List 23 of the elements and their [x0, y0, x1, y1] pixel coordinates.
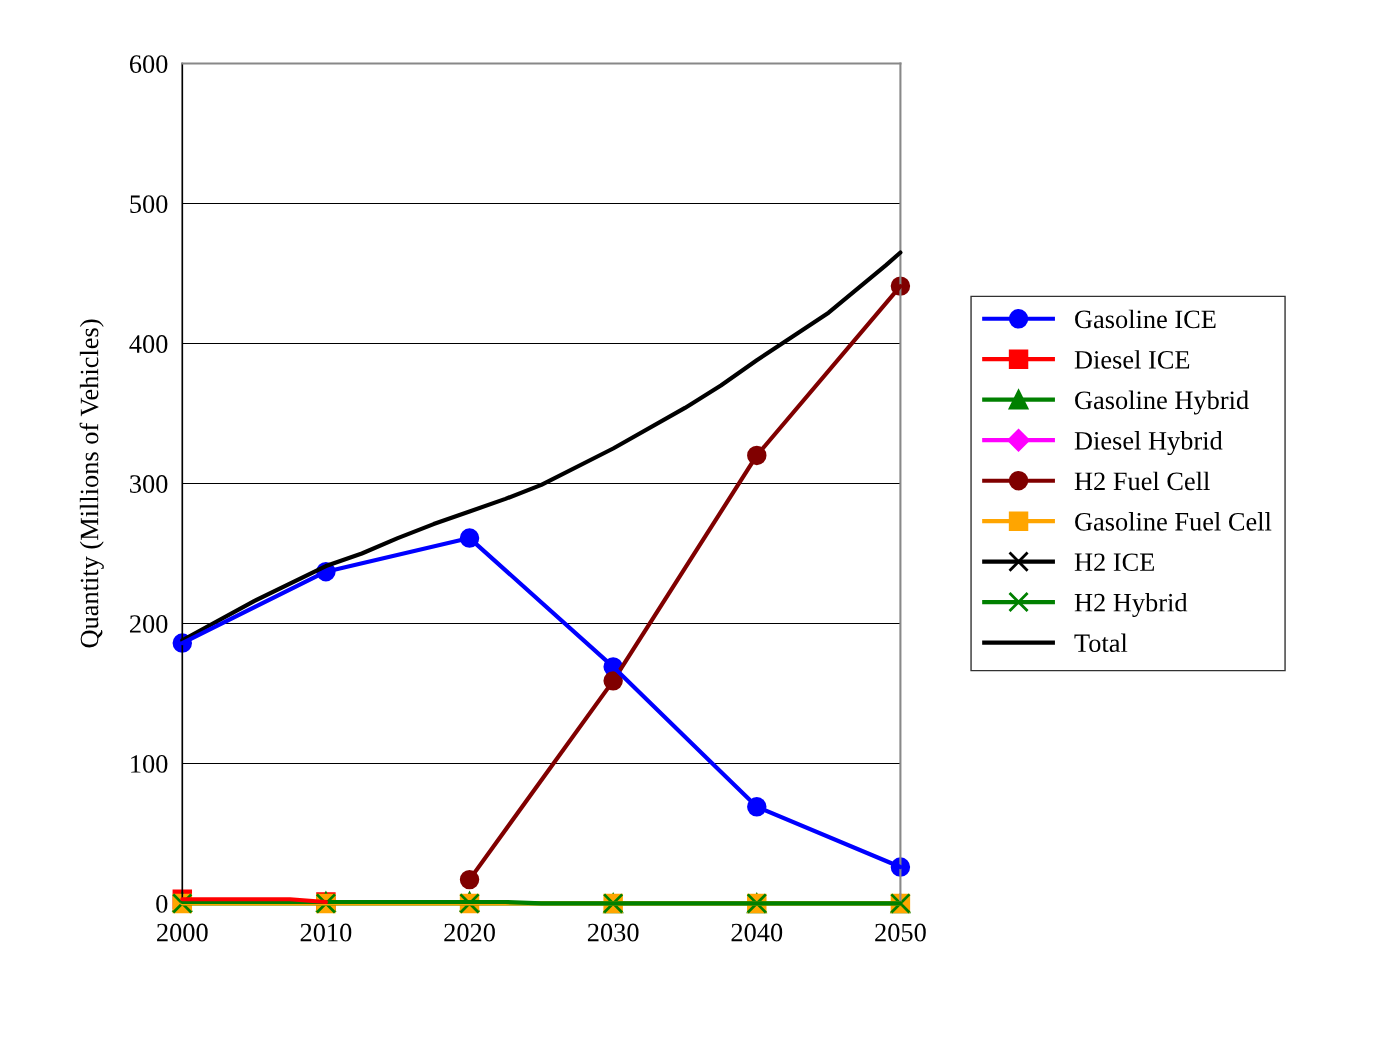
- x-tick-label: 2020: [444, 923, 495, 942]
- legend-label: H2 Fuel Cell: [1074, 471, 1210, 491]
- y-tick-label: 600: [129, 55, 168, 73]
- legend-label: Gasoline Hybrid: [1075, 390, 1249, 415]
- y-tick-label: 500: [130, 195, 168, 213]
- y-tick-label: 100: [131, 755, 168, 773]
- y-tick-label: 200: [129, 615, 168, 633]
- x-tick-label: 2050: [875, 923, 926, 942]
- legend-label: Total: [1074, 633, 1128, 653]
- x-tick-label: 2000: [157, 923, 208, 942]
- x-tick-label: 2040: [731, 923, 783, 942]
- legend-label: Diesel ICE: [1074, 350, 1190, 369]
- legend-label: Gasoline Fuel Cell: [1075, 512, 1272, 531]
- y-tick-label: 300: [130, 475, 168, 493]
- y-tick-label: 400: [129, 335, 168, 353]
- y-tick-label: 0: [156, 895, 168, 913]
- x-tick-label: 2010: [300, 923, 352, 942]
- legend-label: H2 Hybrid: [1074, 593, 1188, 618]
- legend-label: H2 ICE: [1074, 553, 1155, 572]
- legend-label: Gasoline ICE: [1075, 309, 1216, 329]
- x-tick-label: 2030: [587, 923, 639, 942]
- legend-label: Diesel Hybrid: [1074, 431, 1223, 456]
- y-axis-title: Quantity (Millions of Vehicles): [79, 319, 104, 648]
